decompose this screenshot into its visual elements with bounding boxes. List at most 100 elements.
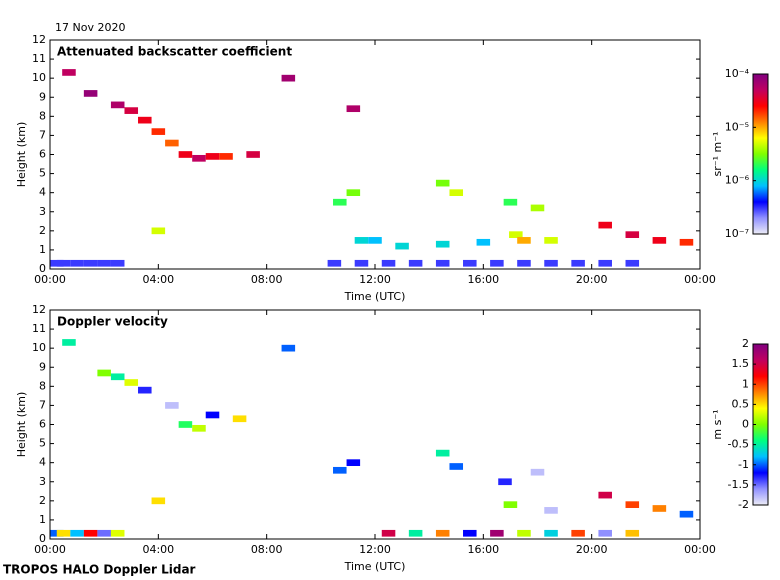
- y-tick-label: 4: [39, 186, 46, 199]
- colorbar-tick-label: 1: [742, 377, 749, 390]
- data-cell: [679, 510, 694, 518]
- data-cell: [503, 501, 518, 508]
- x-tick-label: 00:00: [684, 543, 716, 556]
- data-cell: [679, 238, 694, 246]
- data-cell: [498, 478, 512, 486]
- y-tick-label: 9: [39, 360, 46, 373]
- y-tick-label: 7: [39, 398, 46, 411]
- data-cell: [56, 529, 71, 537]
- y-tick-label: 12: [32, 33, 46, 46]
- x-tick-label: 16:00: [467, 273, 499, 286]
- x-tick-label: 04:00: [142, 543, 174, 556]
- data-cell: [62, 339, 76, 346]
- colorbar-tick-label: 0: [742, 418, 749, 431]
- data-cell: [281, 74, 296, 82]
- data-cell: [151, 227, 166, 235]
- data-cell: [124, 379, 139, 386]
- y-tick-label: 0: [39, 532, 46, 545]
- y-tick-label: 3: [39, 475, 46, 488]
- data-cell: [232, 415, 247, 423]
- data-cell: [652, 237, 667, 244]
- x-tick-label: 04:00: [142, 273, 174, 286]
- colorbar-tick-label: -0.5: [728, 438, 749, 451]
- data-cell: [151, 128, 166, 135]
- data-cell: [408, 529, 423, 537]
- data-cell: [490, 529, 504, 537]
- data-cell: [138, 116, 152, 124]
- x-tick-label: 00:00: [34, 273, 66, 286]
- data-cell: [219, 153, 233, 160]
- x-tick-label: 16:00: [467, 543, 499, 556]
- data-cell: [110, 259, 125, 267]
- data-cell: [83, 529, 98, 537]
- x-tick-label: 12:00: [359, 273, 391, 286]
- y-tick-label: 8: [39, 379, 46, 392]
- data-cell: [517, 237, 531, 244]
- data-cell: [192, 424, 206, 432]
- data-cell: [346, 189, 361, 197]
- data-cell: [530, 468, 545, 476]
- data-cell: [625, 529, 640, 537]
- colorbar-tick-label: -1.5: [728, 478, 749, 491]
- y-tick-label: 0: [39, 262, 46, 275]
- y-axis-label: Height (km): [15, 392, 28, 458]
- data-cell: [503, 198, 518, 206]
- data-cell: [544, 507, 558, 514]
- x-tick-label: 20:00: [576, 543, 608, 556]
- data-cell: [435, 179, 450, 187]
- data-cell: [333, 466, 347, 474]
- y-tick-label: 11: [32, 52, 46, 65]
- data-cell: [463, 529, 477, 537]
- data-cell: [463, 259, 477, 267]
- data-cell: [571, 259, 585, 267]
- data-cell: [178, 151, 193, 158]
- data-cell: [517, 259, 531, 267]
- data-cell: [544, 237, 558, 244]
- data-cell: [435, 259, 450, 267]
- data-cell: [652, 505, 667, 512]
- colorbar-tick-label: 10⁻⁵: [725, 120, 749, 133]
- colorbar-tick-label: 2: [742, 337, 749, 350]
- data-cell: [151, 497, 166, 505]
- data-cell: [165, 402, 179, 409]
- data-cell: [83, 90, 98, 97]
- data-cell: [192, 154, 206, 162]
- y-tick-label: 2: [39, 224, 46, 237]
- data-cell: [62, 69, 76, 76]
- data-cell: [165, 139, 179, 147]
- footer-label: TROPOS HALO Doppler Lidar: [3, 563, 196, 577]
- data-cell: [83, 259, 98, 267]
- x-tick-label: 20:00: [576, 273, 608, 286]
- data-cell: [246, 151, 260, 158]
- x-tick-label: 00:00: [34, 543, 66, 556]
- colorbar-tick-label: 10⁻⁷: [725, 227, 749, 240]
- y-tick-label: 7: [39, 128, 46, 141]
- data-cell: [598, 221, 612, 229]
- data-cell: [97, 529, 111, 537]
- data-cell: [490, 259, 504, 267]
- data-cell: [354, 259, 369, 267]
- colorbar-label: m s⁻¹: [711, 409, 724, 439]
- x-tick-label: 08:00: [251, 273, 283, 286]
- data-cell: [625, 259, 640, 267]
- x-tick-label: 00:00: [684, 273, 716, 286]
- data-cell: [354, 237, 369, 244]
- data-cell: [544, 259, 558, 267]
- y-tick-label: 4: [39, 456, 46, 469]
- data-cell: [205, 153, 220, 160]
- data-cell: [205, 411, 220, 419]
- data-cell: [598, 529, 612, 537]
- y-tick-label: 6: [39, 148, 46, 161]
- panel-title: Attenuated backscatter coefficient: [57, 45, 292, 59]
- y-tick-label: 10: [32, 71, 46, 84]
- data-cell: [124, 107, 139, 114]
- colorbar-tick-label: -1: [738, 458, 749, 471]
- data-cell: [381, 529, 396, 537]
- data-cell: [598, 491, 612, 499]
- data-cell: [571, 529, 585, 537]
- data-cell: [97, 369, 111, 377]
- y-tick-label: 1: [39, 243, 46, 256]
- data-cell: [435, 529, 450, 537]
- data-cell: [110, 373, 125, 381]
